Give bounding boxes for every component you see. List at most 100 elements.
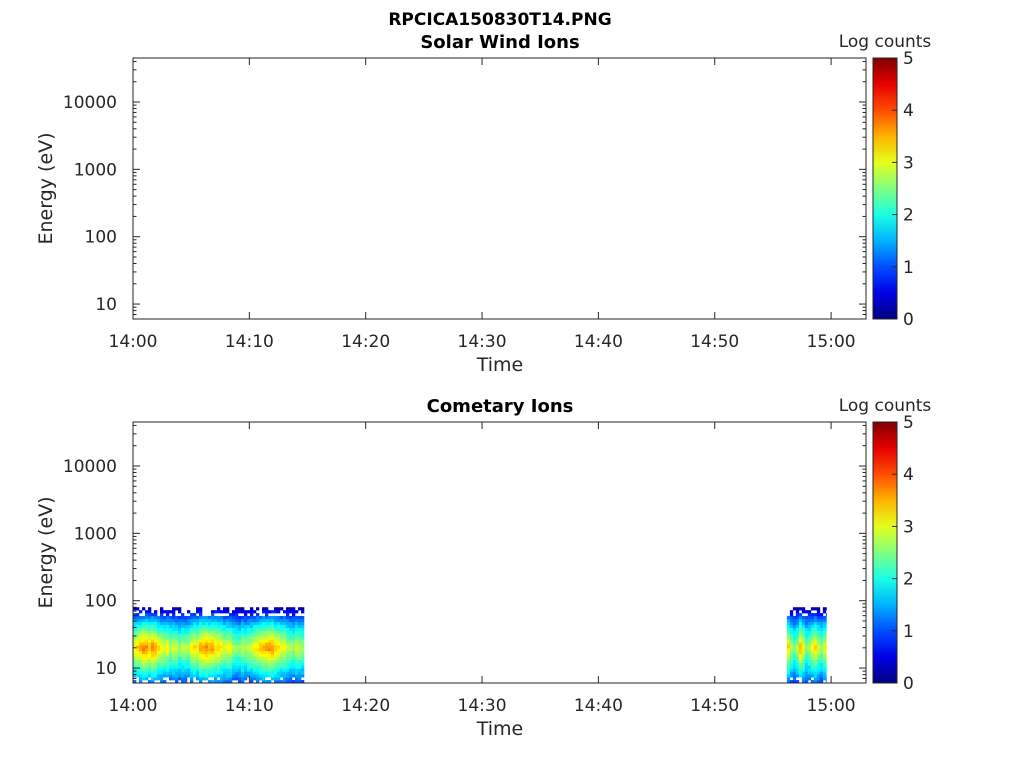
heatmap-cell bbox=[795, 653, 800, 658]
heatmap-cell bbox=[151, 674, 155, 678]
heatmap-cell bbox=[280, 665, 284, 669]
heatmap-cell bbox=[187, 624, 191, 628]
heatmap-cell bbox=[247, 671, 251, 675]
heatmap-cell bbox=[810, 630, 815, 634]
heatmap-cell bbox=[277, 650, 281, 655]
heatmap-cell bbox=[220, 656, 224, 660]
heatmap-cell bbox=[175, 621, 179, 626]
heatmap-cell bbox=[298, 636, 302, 640]
heatmap-cell bbox=[193, 642, 197, 646]
heatmap-cell bbox=[181, 677, 185, 681]
heatmap-cell bbox=[268, 630, 272, 634]
heatmap-cell bbox=[223, 642, 227, 646]
heatmap-cell bbox=[283, 630, 287, 634]
heatmap-cell bbox=[229, 636, 233, 640]
heatmap-cell bbox=[160, 642, 164, 646]
heatmap-cell bbox=[813, 659, 818, 663]
heatmap-cell bbox=[298, 665, 302, 669]
heatmap-cell bbox=[235, 610, 239, 614]
heatmap-cell bbox=[298, 650, 302, 655]
heatmap-cell bbox=[202, 615, 206, 620]
heatmap-cell bbox=[295, 650, 299, 655]
heatmap-cell bbox=[283, 674, 287, 678]
heatmap-cell bbox=[810, 627, 815, 631]
heatmap-cell bbox=[205, 639, 209, 643]
heatmap-cell bbox=[184, 653, 188, 658]
heatmap-cell bbox=[801, 662, 806, 666]
heatmap-cell bbox=[220, 621, 224, 626]
x-tick-label: 14:50 bbox=[690, 696, 739, 716]
heatmap-cell bbox=[804, 610, 809, 614]
heatmap-cell bbox=[271, 665, 275, 669]
heatmap-cell bbox=[154, 633, 158, 637]
heatmap-cell bbox=[175, 677, 179, 681]
heatmap-cell bbox=[795, 662, 800, 666]
heatmap-cell bbox=[816, 615, 821, 620]
heatmap-cell bbox=[283, 653, 287, 658]
heatmap-cell bbox=[220, 668, 224, 672]
heatmap-cell bbox=[214, 665, 218, 669]
heatmap-cell bbox=[169, 624, 173, 628]
heatmap-cell bbox=[259, 618, 263, 623]
heatmap-cell bbox=[238, 645, 242, 649]
y-tick-label: 100 bbox=[85, 592, 117, 612]
heatmap-cell bbox=[271, 639, 275, 643]
heatmap-cell bbox=[283, 610, 287, 614]
heatmap-cell bbox=[136, 633, 140, 637]
heatmap-cell bbox=[271, 671, 275, 675]
heatmap-cell bbox=[172, 645, 176, 649]
heatmap-cell bbox=[807, 648, 812, 652]
heatmap-cell bbox=[804, 648, 809, 652]
heatmap-cell bbox=[232, 659, 236, 663]
heatmap-cell bbox=[786, 624, 791, 628]
heatmap-cell bbox=[184, 627, 188, 631]
heatmap-cell bbox=[226, 633, 230, 637]
heatmap-cell bbox=[133, 671, 137, 675]
heatmap-cell bbox=[235, 618, 239, 623]
heatmap-cell bbox=[298, 671, 302, 675]
heatmap-cell bbox=[286, 645, 290, 649]
heatmap-cell bbox=[250, 665, 254, 669]
heatmap-cell bbox=[223, 639, 227, 643]
heatmap-cell bbox=[142, 653, 146, 658]
heatmap-cell bbox=[136, 636, 140, 640]
heatmap-cell bbox=[163, 645, 167, 649]
heatmap-cell bbox=[190, 642, 194, 646]
heatmap-cell bbox=[133, 662, 137, 666]
heatmap-cell bbox=[253, 642, 257, 646]
heatmap-cell bbox=[259, 674, 263, 678]
heatmap-cell bbox=[271, 618, 275, 623]
heatmap-cell bbox=[253, 662, 257, 666]
heatmap-cell bbox=[226, 671, 230, 675]
plot-frame bbox=[132, 421, 867, 684]
heatmap-cell bbox=[789, 610, 794, 614]
heatmap-cell bbox=[217, 674, 221, 678]
heatmap-cell bbox=[202, 639, 206, 643]
heatmap-cell bbox=[825, 648, 827, 652]
heatmap-cell bbox=[172, 656, 176, 660]
heatmap-cell bbox=[286, 668, 290, 672]
heatmap-cell bbox=[136, 650, 140, 655]
heatmap-cell bbox=[247, 621, 251, 626]
heatmap-cell bbox=[184, 645, 188, 649]
heatmap-cell bbox=[136, 648, 140, 652]
heatmap-cell bbox=[223, 671, 227, 675]
heatmap-cell bbox=[178, 624, 182, 628]
heatmap-cell bbox=[184, 674, 188, 678]
heatmap-cell bbox=[262, 668, 266, 672]
heatmap-cell bbox=[292, 615, 296, 620]
heatmap-cell bbox=[148, 653, 152, 658]
heatmap-cell bbox=[154, 648, 158, 652]
heatmap-cell bbox=[142, 607, 146, 611]
heatmap-cell bbox=[229, 645, 233, 649]
heatmap-cell bbox=[250, 639, 254, 643]
heatmap-cell bbox=[223, 624, 227, 628]
heatmap-cell bbox=[142, 642, 146, 646]
heatmap-cell bbox=[244, 633, 248, 637]
heatmap-cell bbox=[217, 659, 221, 663]
heatmap-cell bbox=[193, 650, 197, 655]
heatmap-cell bbox=[136, 613, 140, 617]
heatmap-cell bbox=[160, 630, 164, 634]
heatmap-cell bbox=[274, 656, 278, 660]
heatmap-cell bbox=[259, 639, 263, 643]
